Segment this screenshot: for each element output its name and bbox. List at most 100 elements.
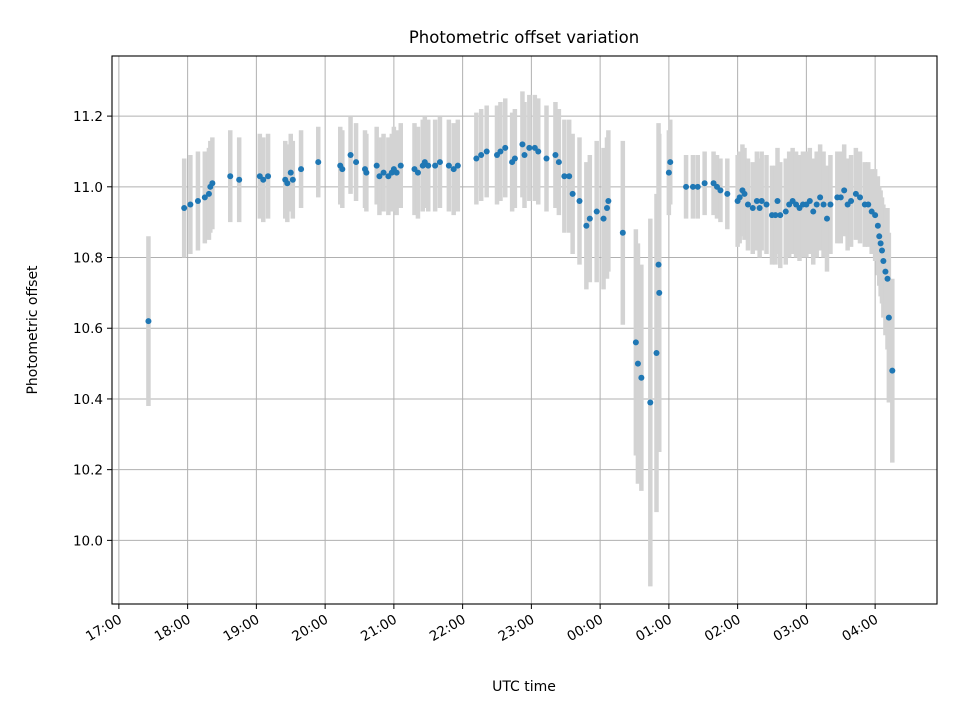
data-point <box>857 194 863 201</box>
data-point <box>187 201 194 208</box>
data-point <box>347 151 354 158</box>
data-point <box>436 159 443 166</box>
data-point <box>600 215 607 222</box>
data-point <box>741 190 748 197</box>
data-point <box>872 212 879 219</box>
data-point <box>874 222 881 229</box>
data-point <box>583 222 590 229</box>
x-tick-label: 00:00 <box>564 612 606 645</box>
data-point <box>483 148 490 155</box>
plot-frame <box>111 55 938 605</box>
x-tick-label: 01:00 <box>633 612 675 645</box>
data-point <box>535 148 542 155</box>
data-point <box>284 180 291 187</box>
data-point <box>882 268 889 275</box>
data-point <box>848 197 855 204</box>
data-point <box>824 215 830 222</box>
data-point <box>502 144 509 151</box>
y-tick-label: 10.2 <box>73 463 103 479</box>
data-point <box>205 190 212 197</box>
data-point <box>724 190 731 197</box>
data-point <box>339 166 346 173</box>
data-point <box>647 399 654 406</box>
data-point <box>265 173 272 180</box>
x-axis-label: UTC time <box>492 679 556 695</box>
data-point <box>552 151 559 158</box>
data-point <box>555 159 562 166</box>
data-point <box>772 212 779 219</box>
y-tick-label: 10.8 <box>73 251 103 267</box>
error-bars <box>146 91 895 587</box>
data-point <box>884 275 891 282</box>
data-point <box>782 208 789 215</box>
data-point <box>201 194 208 201</box>
y-axis-ticks: 10.0 10.2 10.4 10.6 10.8 11.0 11.2 <box>73 109 112 549</box>
data-point <box>827 201 834 208</box>
data-points <box>145 141 896 406</box>
data-point <box>632 339 639 346</box>
data-point <box>810 208 817 215</box>
data-point <box>774 197 781 204</box>
x-tick-label: 20:00 <box>289 612 331 645</box>
data-point <box>656 289 663 296</box>
data-point <box>817 194 824 201</box>
data-point <box>683 183 690 190</box>
y-tick-label: 10.0 <box>73 533 103 549</box>
data-point <box>689 183 696 190</box>
data-point <box>521 151 528 158</box>
data-point <box>813 201 820 208</box>
data-point <box>753 197 760 204</box>
data-point <box>880 258 887 265</box>
data-point <box>566 173 573 180</box>
data-point <box>425 162 432 169</box>
data-point <box>593 208 600 215</box>
x-tick-label: 04:00 <box>839 612 881 645</box>
data-point <box>376 173 383 180</box>
y-axis-label: Photometric offset <box>25 265 41 395</box>
data-point <box>227 173 234 180</box>
data-point <box>526 144 533 151</box>
data-point <box>287 169 294 176</box>
data-point <box>236 176 243 183</box>
data-point <box>604 205 610 212</box>
y-tick-label: 10.6 <box>73 321 103 337</box>
data-point <box>841 187 848 194</box>
data-point <box>638 374 645 381</box>
x-axis-ticks: 17:00 18:00 19:00 20:00 21:00 22:00 23:00 00:00… <box>83 604 881 645</box>
x-tick-label: 18:00 <box>152 612 194 645</box>
data-point <box>665 169 672 176</box>
data-point <box>289 176 296 183</box>
data-point <box>694 183 701 190</box>
data-point <box>519 141 526 148</box>
data-point <box>852 190 859 197</box>
y-tick-label: 11.0 <box>73 180 103 196</box>
data-point <box>298 166 305 173</box>
data-point <box>758 197 765 204</box>
data-point <box>432 162 439 169</box>
data-point <box>576 197 583 204</box>
data-point <box>877 240 884 247</box>
x-tick-label: 23:00 <box>496 612 538 645</box>
data-point <box>380 169 387 176</box>
data-point <box>414 169 421 176</box>
x-tick-label: 19:00 <box>221 612 263 645</box>
x-tick-label: 22:00 <box>427 612 469 645</box>
data-point <box>820 201 827 208</box>
data-point <box>667 159 674 166</box>
data-point <box>763 201 770 208</box>
x-tick-label: 03:00 <box>771 612 813 645</box>
data-point <box>511 155 518 162</box>
data-point <box>619 229 626 236</box>
data-point <box>450 166 457 173</box>
y-tick-label: 10.4 <box>73 392 103 408</box>
data-point <box>393 169 400 176</box>
data-point <box>473 155 480 162</box>
data-point <box>497 148 504 155</box>
data-point <box>744 201 751 208</box>
data-point <box>397 162 404 169</box>
data-point <box>736 194 743 201</box>
data-point <box>373 162 380 169</box>
data-point <box>445 162 452 169</box>
data-point <box>353 159 360 166</box>
